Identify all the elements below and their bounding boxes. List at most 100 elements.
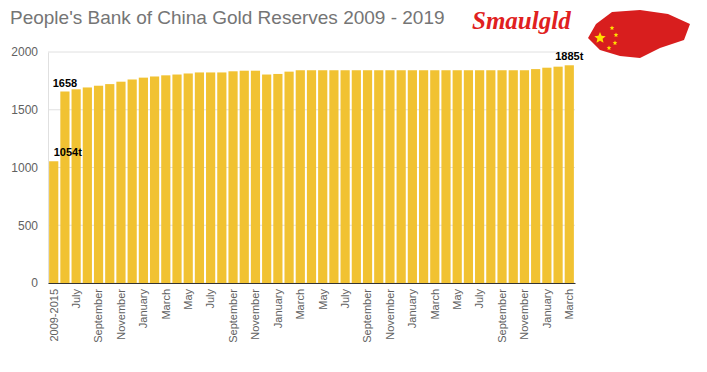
y-tick: 0 [31, 276, 48, 290]
x-tick: November [384, 283, 396, 340]
x-tick-label: September [227, 289, 239, 343]
x-tick: September [361, 283, 373, 343]
bar [520, 70, 529, 283]
data-labels: 1054t16581885t [53, 50, 584, 158]
y-tick-label: 1500 [11, 103, 38, 117]
flag-star [607, 46, 612, 51]
x-tick: July [204, 283, 216, 309]
y-tick: 1500 [11, 103, 48, 117]
bar [464, 70, 473, 283]
bar [284, 72, 293, 283]
bar [240, 71, 249, 283]
y-tick: 500 [18, 219, 48, 233]
x-tick: July [339, 283, 351, 309]
grid [48, 52, 575, 283]
data-label: 1658 [53, 77, 77, 89]
x-tick-label: March [160, 289, 172, 320]
x-tick: May [182, 283, 194, 310]
bar [206, 72, 215, 283]
bar [172, 75, 181, 283]
bar [184, 73, 193, 283]
flag-shape [588, 10, 690, 58]
bar [329, 70, 338, 283]
y-tick-label: 1000 [11, 161, 38, 175]
bar [228, 71, 237, 283]
grid-line [48, 52, 575, 53]
x-tick-label: January [541, 289, 553, 329]
bar [430, 70, 439, 283]
x-tick: November [249, 283, 261, 340]
x-tick: July [70, 283, 82, 309]
x-axis-line [49, 283, 576, 284]
x-tick: November [115, 283, 127, 340]
x-tick: May [451, 283, 463, 310]
bar [105, 84, 114, 283]
x-tick-label: September [92, 289, 104, 343]
bar [486, 70, 495, 283]
data-label: 1054t [54, 146, 82, 158]
chart: People's Bank of China Gold Reserves 200… [0, 0, 707, 372]
y-axis: 0500100015002000 [11, 45, 48, 290]
bar [60, 92, 69, 283]
x-tick: March [429, 283, 441, 320]
bar [150, 76, 159, 283]
x-tick-label: May [182, 289, 194, 310]
y-tick-label: 500 [18, 219, 38, 233]
x-tick-label: November [518, 289, 530, 340]
x-tick: 2009-2015 [48, 283, 60, 342]
bar [161, 75, 170, 283]
bar [385, 70, 394, 283]
x-tick: September [92, 283, 104, 343]
logo: Smaulgld [472, 7, 571, 34]
x-tick: January [137, 283, 149, 328]
x-tick: January [541, 283, 553, 328]
flag-star [614, 33, 619, 38]
bar [273, 74, 282, 283]
flag-star [610, 26, 615, 31]
x-tick: November [518, 283, 530, 340]
bar [363, 70, 372, 283]
x-axis: 2009-2015 July September November January Mar… [48, 283, 576, 343]
bar [408, 70, 417, 283]
x-tick-label: March [563, 289, 575, 320]
bar [553, 67, 562, 283]
bar [531, 69, 540, 283]
x-tick: May [317, 283, 329, 310]
bar [307, 70, 316, 283]
x-tick-label: March [429, 289, 441, 320]
bar [475, 70, 484, 283]
bar [116, 82, 125, 283]
bar [509, 70, 518, 283]
bar [419, 70, 428, 283]
bar [128, 79, 137, 283]
flag-star [594, 32, 605, 43]
bar [139, 78, 148, 283]
bar [72, 89, 81, 283]
bar [397, 70, 406, 283]
bar [497, 70, 506, 283]
x-tick: July [473, 283, 485, 309]
bar [217, 72, 226, 283]
x-tick-label: September [496, 289, 508, 343]
x-tick-label: 2009-2015 [48, 289, 60, 342]
x-tick-label: January [406, 289, 418, 329]
x-tick-label: January [137, 289, 149, 329]
bar [565, 65, 574, 283]
bar [341, 70, 350, 283]
x-tick: September [496, 283, 508, 343]
bar [251, 71, 260, 283]
x-tick-label: January [272, 289, 284, 329]
bar [49, 161, 58, 283]
y-axis-line [48, 53, 49, 284]
bar [441, 70, 450, 283]
x-tick-label: November [115, 289, 127, 340]
x-tick-label: November [249, 289, 261, 340]
y-tick: 1000 [11, 161, 48, 175]
x-tick: March [294, 283, 306, 320]
x-tick-label: September [361, 289, 373, 343]
bar [94, 86, 103, 283]
bar [296, 70, 305, 283]
bar [542, 68, 551, 283]
bar [318, 70, 327, 283]
x-tick-label: May [317, 289, 329, 310]
